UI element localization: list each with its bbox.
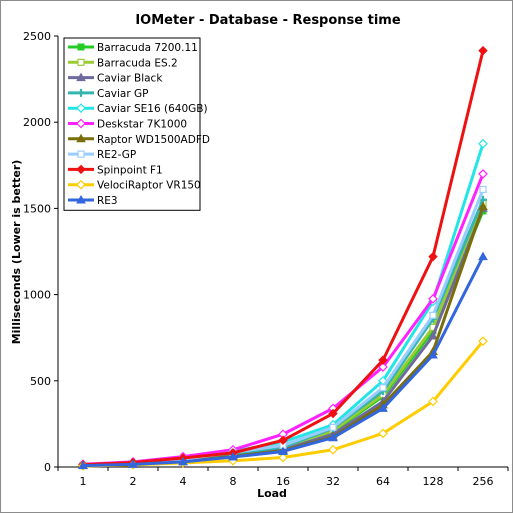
legend-entry: RE2-GP	[68, 149, 136, 161]
legend-label: Barracuda ES.2	[97, 57, 178, 69]
legend-label: RE2-GP	[97, 149, 136, 161]
data-point	[76, 194, 86, 204]
data-point	[77, 150, 85, 158]
legend-entry: Deskstar 7K1000	[68, 119, 187, 131]
data-point	[428, 396, 438, 407]
x-tick-label: 8	[230, 475, 237, 488]
data-point	[76, 103, 86, 114]
data-point	[76, 179, 86, 190]
data-point	[328, 408, 338, 419]
data-point	[378, 403, 388, 412]
series-deskstar-7k1000	[78, 169, 488, 470]
data-point	[77, 43, 85, 51]
data-point	[428, 294, 438, 304]
x-tick-label: 256	[473, 475, 494, 488]
data-point	[76, 72, 86, 82]
y-axis-title: Milliseconds (Lower is better)	[10, 160, 23, 345]
data-point	[76, 118, 86, 129]
data-point	[278, 452, 288, 463]
legend-label: Caviar SE16 (640GB)	[97, 103, 208, 115]
legend-label: Caviar Black	[97, 73, 163, 85]
x-tick-label: 64	[376, 475, 390, 488]
series-barracuda-es-2	[79, 199, 487, 469]
y-tick-label: 1000	[23, 289, 51, 302]
legend-entry: Barracuda 7200.11	[68, 42, 198, 54]
y-tick-label: 0	[44, 461, 51, 474]
series-line	[82, 207, 485, 467]
data-point	[328, 432, 338, 442]
data-point	[329, 423, 337, 431]
y-tick-label: 500	[30, 375, 51, 388]
data-point	[278, 435, 288, 445]
y-tick-label: 2000	[23, 116, 51, 129]
data-point	[479, 185, 487, 194]
legend-label: Deskstar 7K1000	[97, 119, 187, 131]
x-axis-title: Load	[257, 487, 287, 500]
data-point	[77, 58, 85, 66]
data-point	[378, 362, 388, 372]
legend-entry: Caviar Black	[68, 72, 163, 85]
legend-entry: Barracuda ES.2	[68, 57, 178, 69]
data-point	[378, 355, 388, 365]
data-point	[478, 45, 488, 56]
x-tick-label: 1	[80, 475, 87, 488]
series-line	[82, 210, 485, 467]
series-re3	[78, 251, 488, 470]
series-caviar-gp	[79, 195, 487, 470]
data-point	[77, 88, 85, 97]
series-re2-gp	[79, 185, 487, 469]
legend-entry: VelociRaptor VR150	[68, 180, 201, 192]
x-tick-label: 2	[130, 475, 137, 488]
legend-label: Caviar GP	[97, 88, 148, 100]
data-point	[278, 446, 288, 455]
series-line	[82, 199, 485, 467]
x-tick-label: 32	[326, 475, 340, 488]
data-point	[378, 428, 388, 439]
data-point	[428, 349, 438, 359]
legend-entry: Caviar SE16 (640GB)	[68, 103, 208, 115]
series-line	[82, 206, 485, 467]
x-tick-label: 128	[423, 475, 444, 488]
x-tick-label: 4	[180, 475, 187, 488]
legend-entry: Raptor WD1500ADFD	[68, 133, 210, 146]
data-point	[178, 456, 188, 466]
data-point	[478, 169, 488, 179]
data-point	[478, 138, 488, 149]
legend-entry: Caviar GP	[68, 88, 148, 100]
data-point	[478, 201, 488, 211]
series-line	[82, 188, 485, 467]
legend-label: VelociRaptor VR150	[97, 180, 201, 192]
data-point	[128, 459, 138, 468]
legend-label: Barracuda 7200.11	[97, 42, 198, 54]
data-point	[76, 133, 86, 143]
data-point	[228, 451, 238, 461]
legend: Barracuda 7200.11 Barracuda ES.2 Caviar Bl…	[63, 37, 210, 211]
legend-label: RE3	[97, 195, 118, 207]
data-point	[478, 251, 488, 261]
legend-label: Spinpoint F1	[97, 164, 163, 176]
data-point	[428, 251, 438, 262]
data-point	[328, 444, 338, 455]
y-tick-label: 1500	[23, 202, 51, 215]
data-point	[76, 164, 86, 175]
legend-entry: RE3	[68, 194, 118, 207]
chart-title: IOMeter - Database - Response time	[135, 13, 401, 28]
y-tick-label: 2500	[23, 30, 51, 43]
x-tick-label: 16	[276, 475, 290, 488]
series-layer	[78, 45, 488, 471]
data-point	[379, 384, 387, 392]
data-point	[478, 336, 488, 346]
data-point	[428, 330, 438, 340]
data-point	[78, 460, 88, 470]
legend-label: Raptor WD1500ADFD	[97, 134, 210, 146]
legend-entry: Spinpoint F1	[68, 164, 163, 176]
data-point	[429, 311, 437, 319]
